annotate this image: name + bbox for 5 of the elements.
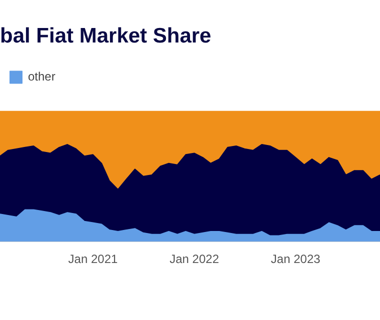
x-tick-label: Jan 2023 bbox=[270, 252, 321, 266]
x-tick-label: Jan 2022 bbox=[170, 252, 220, 266]
chart-title: bal Fiat Market Share bbox=[0, 24, 212, 48]
x-tick-label: Jan 2021 bbox=[68, 252, 118, 266]
legend-label: other bbox=[28, 70, 56, 84]
